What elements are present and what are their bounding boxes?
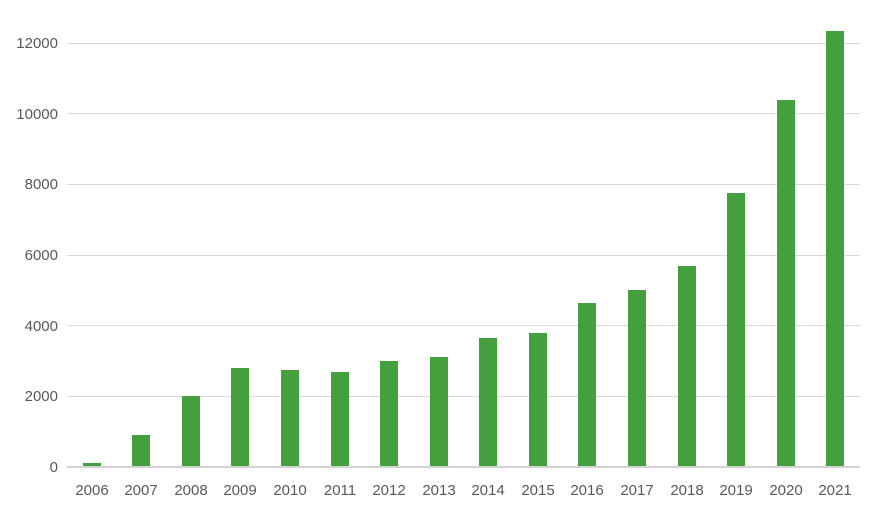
bar-2015	[529, 333, 547, 467]
bar-2012	[380, 361, 398, 467]
x-tick-label-2008: 2008	[174, 482, 208, 499]
x-tick-label-2020: 2020	[769, 482, 803, 499]
x-tick-label-2019: 2019	[719, 482, 753, 499]
x-tick-label-2011: 2011	[323, 482, 357, 499]
bar-2013	[430, 357, 448, 467]
x-tick-label-2017: 2017	[620, 482, 654, 499]
x-tick-label-2014: 2014	[471, 482, 505, 499]
bar-2009	[231, 368, 249, 467]
x-tick-label-2006: 2006	[75, 482, 109, 499]
x-tick-label-2007: 2007	[124, 482, 158, 499]
plot-area	[67, 0, 860, 468]
bar-2008	[182, 396, 200, 467]
gridline-4000	[67, 325, 860, 327]
gridline-2000	[67, 395, 860, 397]
y-tick-label-8000: 8000	[24, 176, 58, 194]
x-tick-label-2013: 2013	[422, 482, 456, 499]
x-tick-label-2021: 2021	[818, 482, 852, 499]
bar-2014	[479, 338, 497, 467]
bar-2018	[678, 266, 696, 467]
y-tick-label-4000: 4000	[24, 317, 58, 335]
y-tick-label-12000: 12000	[16, 35, 58, 52]
gridline-6000	[67, 254, 860, 256]
bar-2010	[281, 370, 299, 467]
x-tick-label-2009: 2009	[223, 482, 257, 499]
x-tick-label-2010: 2010	[273, 482, 307, 499]
x-axis-line	[67, 466, 860, 468]
bar-2017	[628, 290, 646, 467]
gridline-10000	[67, 113, 860, 115]
bar-2019	[727, 193, 745, 467]
y-tick-label-10000: 10000	[16, 105, 58, 123]
x-tick-label-2012: 2012	[372, 482, 406, 499]
y-tick-label-2000: 2000	[24, 388, 58, 406]
bar-2011	[331, 372, 349, 467]
bar-2006	[83, 463, 101, 467]
bar-2020	[777, 100, 795, 467]
bar-2021	[826, 31, 844, 467]
y-tick-label-6000: 6000	[24, 247, 58, 264]
x-tick-label-2018: 2018	[670, 482, 704, 499]
bar-2007	[132, 435, 150, 467]
bar-2016	[578, 303, 596, 467]
gridline-8000	[67, 183, 860, 185]
x-tick-label-2015: 2015	[521, 482, 555, 499]
y-tick-label-0: 0	[49, 459, 58, 476]
x-tick-label-2016: 2016	[570, 482, 604, 499]
gridline-12000	[67, 42, 860, 44]
